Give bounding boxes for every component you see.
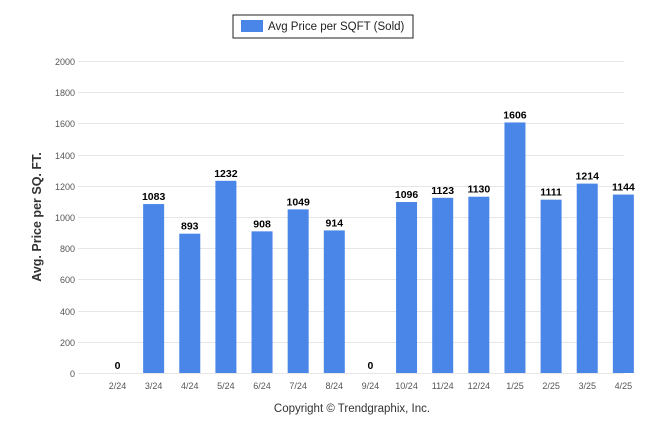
bar-value-label: 1111	[540, 187, 562, 199]
legend-swatch	[241, 20, 263, 32]
y-tick-label: 600	[60, 275, 75, 285]
bar[interactable]	[504, 122, 526, 374]
bar[interactable]	[323, 230, 345, 373]
grid-layer	[78, 61, 624, 374]
bar-value-label: 0	[368, 360, 374, 372]
data-labels: 0 1083 893 1232 908 1049 914 0 1096 1123 1130 1606 1…	[115, 109, 635, 372]
y-tick-label: 1400	[55, 151, 75, 161]
y-tick-label: 2000	[55, 57, 75, 67]
bar-value-label: 1144	[612, 182, 635, 194]
x-tick-label: 6/24	[253, 381, 271, 391]
bar-value-label: 1232	[214, 168, 238, 180]
bar[interactable]	[396, 202, 418, 373]
x-tick-label: 3/25	[578, 381, 596, 391]
bar-value-label: 0	[115, 360, 121, 372]
bar-value-label: 1130	[467, 184, 490, 196]
x-tick-label: 4/24	[181, 381, 199, 391]
bar[interactable]	[576, 183, 598, 373]
copyright-text: Copyright © Trendgraphix, Inc.	[274, 403, 430, 415]
y-tick-label: 1600	[55, 119, 75, 129]
bar[interactable]	[143, 204, 165, 373]
bar[interactable]	[468, 196, 490, 373]
bar[interactable]	[540, 199, 562, 373]
y-tick-label: 0	[70, 369, 75, 379]
x-tick-label: 10/24	[395, 381, 418, 391]
bar[interactable]	[612, 194, 634, 373]
y-tick-label: 400	[60, 307, 75, 317]
bar[interactable]	[287, 209, 309, 373]
x-tick-label: 12/24	[468, 381, 491, 391]
x-tick-labels: 2/24 3/24 4/24 5/24 6/24 7/24 8/24 9/24 10/24 11/…	[109, 381, 632, 391]
y-tick-label: 1000	[55, 213, 75, 223]
legend-box	[232, 14, 414, 39]
legend[interactable]: Avg Price per SQFT (Sold)	[232, 14, 414, 39]
x-tick-label: 3/24	[145, 381, 163, 391]
x-tick-label: 2/25	[542, 381, 560, 391]
y-axis-title: Avg. Price per SQ. FT.	[30, 152, 44, 281]
y-tick-label: 1200	[55, 182, 75, 192]
y-tick-label: 200	[60, 338, 75, 348]
bar-value-label: 914	[326, 217, 344, 229]
bar-value-label: 1123	[431, 185, 454, 197]
bar-value-label: 1049	[286, 196, 310, 208]
bar[interactable]	[251, 231, 273, 373]
x-tick-label: 7/24	[289, 381, 307, 391]
x-tick-label: 8/24	[326, 381, 344, 391]
bar[interactable]	[215, 180, 237, 373]
x-tick-label: 2/24	[109, 381, 127, 391]
bar[interactable]	[179, 233, 201, 373]
y-tick-labels: 0 200 400 600 800 1000 1200 1400 1600 1800 2000	[55, 57, 75, 379]
bar-value-label: 1083	[142, 191, 166, 203]
bar-value-label: 1214	[576, 171, 600, 183]
x-tick-label: 9/24	[362, 381, 380, 391]
legend-label: Avg Price per SQFT (Sold)	[268, 21, 405, 33]
bar-value-label: 1096	[395, 189, 419, 201]
bar-value-label: 893	[181, 221, 199, 233]
x-tick-label: 11/24	[432, 381, 454, 391]
x-tick-label: 5/24	[217, 381, 235, 391]
x-tick-label: 4/25	[615, 381, 633, 391]
bar-value-label: 1606	[503, 109, 527, 121]
bar[interactable]	[432, 197, 454, 373]
y-tick-label: 1800	[55, 88, 75, 98]
x-tick-label: 1/25	[506, 381, 524, 391]
y-tick-label: 800	[60, 244, 75, 254]
bar-value-label: 908	[253, 218, 271, 230]
bars	[143, 122, 634, 374]
